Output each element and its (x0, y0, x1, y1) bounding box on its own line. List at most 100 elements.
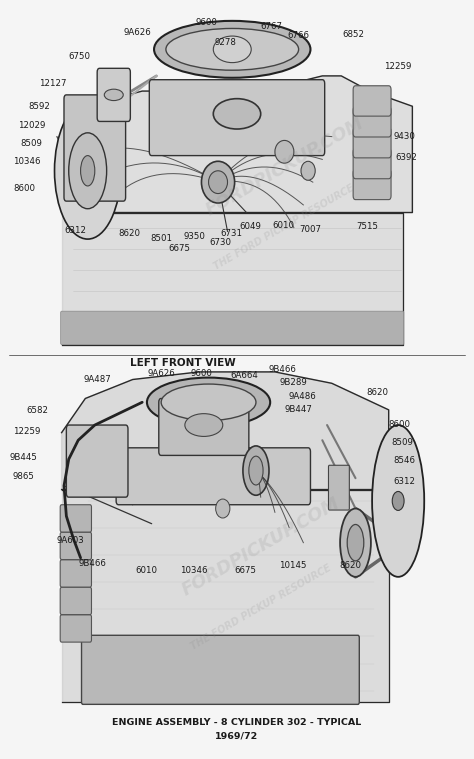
Text: 6766: 6766 (288, 31, 310, 40)
Ellipse shape (166, 28, 299, 70)
FancyBboxPatch shape (353, 149, 391, 179)
Text: 8620: 8620 (340, 561, 362, 570)
FancyBboxPatch shape (60, 587, 91, 615)
Text: 7515: 7515 (356, 222, 378, 231)
Text: 9A603: 9A603 (57, 536, 85, 545)
Text: FORDPICKUP.COM: FORDPICKUP.COM (179, 494, 343, 599)
Text: 6312: 6312 (65, 226, 87, 235)
Text: ENGINE ASSEMBLY - 8 CYLINDER 302 - TYPICAL: ENGINE ASSEMBLY - 8 CYLINDER 302 - TYPIC… (112, 718, 362, 727)
Text: 9B447: 9B447 (285, 405, 312, 414)
Ellipse shape (185, 414, 223, 436)
Text: 8546: 8546 (393, 456, 415, 465)
Polygon shape (62, 372, 389, 490)
Text: 9600: 9600 (195, 18, 217, 27)
Text: 9A626: 9A626 (124, 28, 151, 37)
Ellipse shape (154, 20, 310, 77)
Ellipse shape (243, 446, 269, 495)
Text: 6852: 6852 (342, 30, 364, 39)
Text: 9B466: 9B466 (79, 559, 106, 568)
Text: 9B289: 9B289 (279, 378, 307, 387)
Polygon shape (62, 76, 412, 213)
Text: LEFT FRONT VIEW: LEFT FRONT VIEW (129, 357, 236, 368)
Text: 8509: 8509 (20, 139, 42, 148)
Ellipse shape (147, 378, 270, 427)
Ellipse shape (301, 162, 315, 180)
Ellipse shape (249, 456, 263, 485)
FancyBboxPatch shape (353, 86, 391, 116)
Text: 6049: 6049 (239, 222, 261, 231)
Text: FORDPICKUP.COM: FORDPICKUP.COM (202, 115, 366, 219)
Text: 9350: 9350 (183, 231, 205, 241)
Text: THE FORD PICKUP RESOURCE: THE FORD PICKUP RESOURCE (212, 183, 356, 272)
FancyBboxPatch shape (353, 128, 391, 158)
FancyBboxPatch shape (353, 169, 391, 200)
Ellipse shape (216, 499, 230, 518)
Text: 9430: 9430 (393, 132, 415, 141)
Ellipse shape (55, 102, 121, 239)
FancyBboxPatch shape (159, 398, 249, 455)
Text: 6312: 6312 (393, 477, 415, 487)
Ellipse shape (392, 492, 404, 510)
FancyBboxPatch shape (353, 106, 391, 137)
Text: 6A664: 6A664 (230, 371, 258, 380)
Text: 9278: 9278 (214, 38, 236, 47)
FancyBboxPatch shape (60, 532, 91, 559)
Text: 8600: 8600 (389, 420, 410, 429)
Text: THE FORD PICKUP RESOURCE: THE FORD PICKUP RESOURCE (189, 562, 333, 652)
Ellipse shape (213, 36, 251, 62)
Text: 1969/72: 1969/72 (215, 732, 259, 741)
Text: 8620: 8620 (366, 388, 388, 397)
Ellipse shape (104, 89, 123, 101)
Ellipse shape (340, 509, 371, 577)
FancyBboxPatch shape (60, 615, 91, 642)
Ellipse shape (347, 524, 364, 561)
Text: 9865: 9865 (12, 472, 34, 481)
Text: 6392: 6392 (396, 153, 418, 162)
Text: 8592: 8592 (28, 102, 50, 111)
Text: 10145: 10145 (279, 561, 307, 570)
Text: 6675: 6675 (235, 566, 256, 575)
Text: 8600: 8600 (13, 184, 35, 194)
Text: 6582: 6582 (26, 406, 48, 415)
Ellipse shape (81, 156, 95, 186)
FancyBboxPatch shape (116, 448, 310, 505)
FancyBboxPatch shape (149, 80, 325, 156)
Text: 6731: 6731 (220, 229, 242, 238)
FancyBboxPatch shape (97, 68, 130, 121)
FancyBboxPatch shape (66, 425, 128, 497)
FancyBboxPatch shape (64, 95, 126, 201)
Text: 9B445: 9B445 (9, 453, 37, 462)
Text: 12029: 12029 (18, 121, 46, 130)
FancyBboxPatch shape (61, 311, 404, 345)
Text: 6767: 6767 (260, 22, 282, 31)
Text: 9600: 9600 (191, 369, 212, 378)
Text: 8501: 8501 (150, 234, 172, 243)
Text: 9B466: 9B466 (268, 365, 296, 374)
Ellipse shape (161, 384, 256, 420)
Text: 7007: 7007 (300, 225, 321, 234)
Text: 6010: 6010 (273, 221, 294, 230)
FancyBboxPatch shape (60, 505, 91, 532)
Text: 12127: 12127 (39, 79, 66, 88)
Text: 8620: 8620 (118, 229, 140, 238)
Text: 6750: 6750 (69, 52, 91, 61)
Ellipse shape (275, 140, 294, 163)
Polygon shape (62, 490, 389, 702)
FancyBboxPatch shape (60, 560, 91, 587)
Text: 9A486: 9A486 (289, 392, 316, 401)
Text: 10346: 10346 (13, 157, 41, 166)
Ellipse shape (213, 99, 261, 129)
FancyBboxPatch shape (82, 635, 359, 704)
Ellipse shape (209, 171, 228, 194)
Text: 9A626: 9A626 (147, 369, 175, 378)
Text: 8509: 8509 (391, 438, 413, 447)
Text: 10346: 10346 (180, 566, 207, 575)
Text: 12259: 12259 (384, 62, 411, 71)
Polygon shape (62, 213, 403, 345)
Text: 6730: 6730 (210, 238, 231, 247)
Ellipse shape (201, 162, 235, 203)
Text: 9A487: 9A487 (83, 375, 111, 384)
Ellipse shape (69, 133, 107, 209)
Text: 6010: 6010 (135, 566, 157, 575)
Text: 12259: 12259 (13, 427, 41, 436)
